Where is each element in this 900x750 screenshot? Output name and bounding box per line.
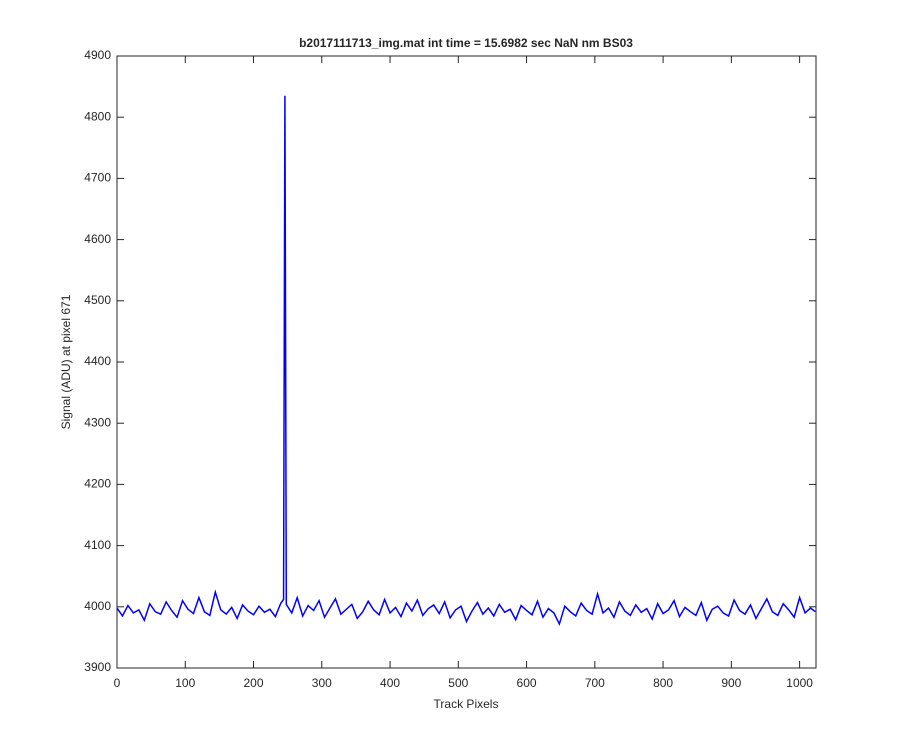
x-tick-label: 700 — [585, 676, 605, 690]
x-tick-label: 800 — [653, 676, 673, 690]
x-tick-label: 0 — [114, 676, 121, 690]
x-tick-label: 200 — [244, 676, 264, 690]
x-axis-label: Track Pixels — [434, 697, 499, 711]
x-tick-label: 100 — [175, 676, 195, 690]
y-tick-label: 4100 — [84, 538, 111, 552]
plot-box — [116, 55, 817, 669]
y-tick-label: 4600 — [84, 232, 111, 246]
y-tick-label: 4200 — [84, 477, 111, 491]
x-tick-label: 500 — [448, 676, 468, 690]
chart-title: b2017111713_img.mat int time = 15.6982 s… — [299, 36, 633, 50]
x-tick-label: 400 — [380, 676, 400, 690]
y-tick-label: 4900 — [84, 48, 111, 62]
y-tick-label: 4700 — [84, 171, 111, 185]
y-tick-label: 3900 — [84, 660, 111, 674]
y-tick-label: 4800 — [84, 109, 111, 123]
x-tick-label: 300 — [312, 676, 332, 690]
x-tick-label: 600 — [517, 676, 537, 690]
data-line — [116, 95, 816, 626]
y-tick-label: 4500 — [84, 293, 111, 307]
y-tick-label: 4400 — [84, 354, 111, 368]
y-tick-label: 4300 — [84, 415, 111, 429]
x-tick-label: 1000 — [786, 676, 813, 690]
x-tick-label: 900 — [721, 676, 741, 690]
y-tick-label: 4000 — [84, 599, 111, 613]
y-axis-label: Signal (ADU) at pixel 671 — [59, 294, 73, 429]
